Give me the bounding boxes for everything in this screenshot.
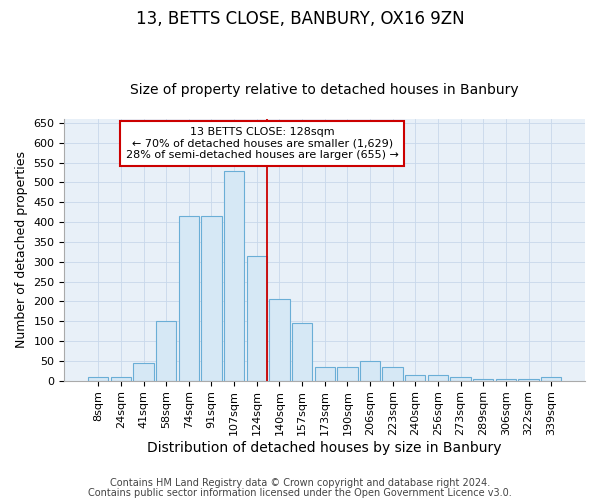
Bar [156,321,176,380]
Bar [360,361,380,380]
Text: 13, BETTS CLOSE, BANBURY, OX16 9ZN: 13, BETTS CLOSE, BANBURY, OX16 9ZN [136,10,464,28]
Bar [405,374,425,380]
Text: Contains public sector information licensed under the Open Government Licence v3: Contains public sector information licen… [88,488,512,498]
Bar [382,366,403,380]
Bar [179,216,199,380]
Title: Size of property relative to detached houses in Banbury: Size of property relative to detached ho… [130,83,519,97]
Bar [201,216,221,380]
Text: 13 BETTS CLOSE: 128sqm
← 70% of detached houses are smaller (1,629)
28% of semi-: 13 BETTS CLOSE: 128sqm ← 70% of detached… [126,127,398,160]
Y-axis label: Number of detached properties: Number of detached properties [15,152,28,348]
Bar [133,363,154,380]
Bar [337,366,358,380]
Bar [428,374,448,380]
Text: Contains HM Land Registry data © Crown copyright and database right 2024.: Contains HM Land Registry data © Crown c… [110,478,490,488]
Bar [541,378,562,380]
Bar [451,376,471,380]
Bar [269,300,290,380]
Bar [518,378,539,380]
Bar [292,323,312,380]
Bar [88,378,109,380]
Bar [111,378,131,380]
Bar [473,378,493,380]
X-axis label: Distribution of detached houses by size in Banbury: Distribution of detached houses by size … [148,441,502,455]
Bar [314,366,335,380]
Bar [224,170,244,380]
Bar [247,256,267,380]
Bar [496,378,516,380]
